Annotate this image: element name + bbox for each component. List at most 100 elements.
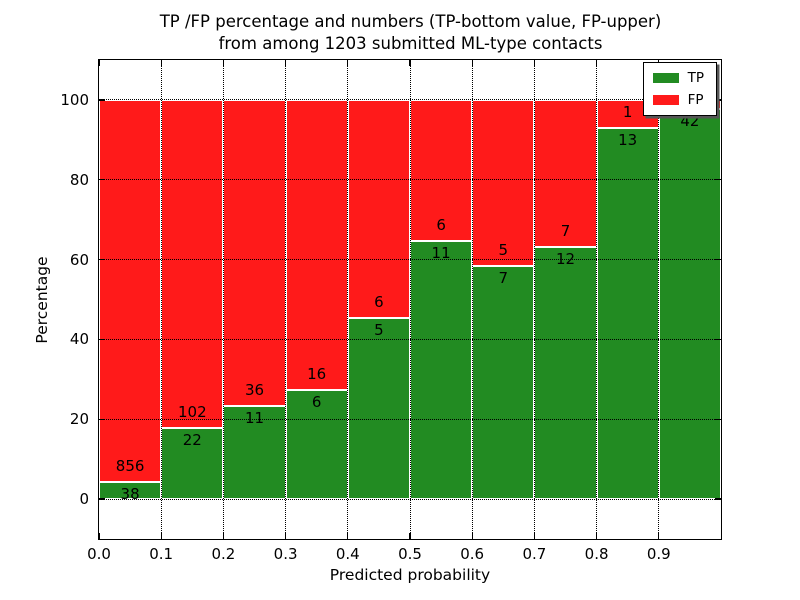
y-tick-mark — [99, 99, 105, 101]
y-tick-label: 100 — [60, 90, 89, 109]
x-tick-label: 0.1 — [149, 545, 174, 563]
y-tick-mark-right — [715, 179, 721, 181]
vertical-gridline — [533, 60, 535, 539]
chart-title-line1: TP /FP percentage and numbers (TP-bottom… — [159, 12, 662, 31]
bar-fp-segment — [534, 99, 597, 247]
tp-count-label: 13 — [618, 131, 638, 150]
y-tick-label: 0 — [79, 490, 89, 509]
x-tick-mark — [409, 533, 411, 539]
tp-count-label: 7 — [498, 269, 509, 288]
bar-fp-segment — [285, 99, 348, 391]
x-tick-mark — [347, 533, 349, 539]
x-tick-label: 0.0 — [87, 545, 111, 563]
x-tick-mark-top — [98, 60, 100, 66]
x-tick-mark-top — [471, 60, 473, 66]
bar-tp-segment — [658, 109, 721, 500]
fp-count-label: 5 — [498, 241, 509, 260]
bar-fp-segment — [223, 99, 286, 406]
x-tick-mark-top — [347, 60, 349, 66]
bar-tp-segment — [99, 482, 162, 500]
x-tick-mark-top — [160, 60, 162, 66]
x-tick-mark — [595, 533, 598, 539]
y-tick-mark — [99, 179, 105, 181]
fp-count-label: 6 — [436, 215, 446, 234]
fp-swatch-icon — [652, 95, 679, 105]
x-tick-mark — [471, 533, 473, 539]
x-tick-mark-top — [222, 60, 225, 66]
y-tick-mark-right — [715, 258, 721, 261]
bar-tp-segment — [596, 128, 659, 500]
y-tick-mark — [99, 338, 105, 341]
vertical-gridline — [409, 60, 411, 539]
fp-count-label: 36 — [244, 380, 265, 399]
vertical-gridline — [658, 60, 660, 539]
x-tick-label: 0.8 — [584, 545, 609, 563]
tp-count-label: 11 — [244, 408, 265, 427]
y-tick-mark-right — [715, 99, 721, 101]
x-tick-label: 0.9 — [646, 545, 671, 563]
tp-count-label: 6 — [311, 393, 322, 412]
x-tick-mark — [658, 533, 660, 539]
tp-count-label: 11 — [431, 243, 451, 262]
x-tick-mark — [98, 533, 100, 539]
y-tick-mark-right — [715, 338, 721, 341]
chart-title-line2: from among 1203 submitted ML-type contac… — [218, 33, 603, 53]
fp-count-label: 1 — [622, 103, 633, 122]
bar-tp-segment — [223, 405, 286, 500]
bar-tp-segment — [472, 266, 535, 500]
legend-label-tp: TP — [687, 70, 704, 86]
x-tick-mark-top — [409, 60, 411, 66]
y-tick-label: 80 — [69, 170, 89, 189]
x-tick-label: 0.4 — [335, 545, 360, 563]
y-tick-label: 20 — [69, 410, 89, 429]
y-tick-mark — [99, 498, 105, 500]
bar-tp-segment — [534, 246, 597, 500]
legend-entry-tp: TP — [652, 70, 704, 86]
vertical-gridline — [596, 60, 598, 539]
tp-count-label: 38 — [120, 485, 140, 504]
fp-count-label: 856 — [115, 457, 145, 476]
x-tick-label: 0.6 — [460, 545, 485, 563]
x-tick-label: 0.3 — [273, 545, 298, 563]
y-tick-mark — [99, 258, 105, 261]
tp-count-label: 12 — [555, 249, 576, 268]
x-tick-mark — [533, 533, 536, 539]
fp-count-label: 102 — [177, 403, 207, 422]
legend: TP FP — [642, 62, 717, 116]
plot-area: 0.0 0.1 0.2 0.3 0.4 0.5 0.6 0.7 0.8 0.9 0 20 40 60 80 1… — [33, 59, 722, 584]
chart-title: TP /FP percentage and numbers (TP-bottom… — [98, 11, 723, 54]
x-tick-label: 0.2 — [211, 545, 236, 563]
y-tick-mark-right — [715, 418, 721, 420]
fp-count-label: 6 — [374, 292, 384, 311]
y-tick-label: 40 — [69, 330, 89, 349]
bar-fp-segment — [161, 99, 224, 429]
bar-fp-segment — [410, 99, 473, 241]
vertical-gridline — [222, 60, 224, 539]
tp-count-label: 42 — [680, 112, 700, 131]
x-tick-mark-top — [595, 60, 598, 66]
x-tick-label: 0.5 — [398, 545, 422, 563]
bar-fp-segment — [347, 99, 410, 318]
y-tick-mark-right — [715, 498, 721, 500]
y-tick-mark — [99, 418, 105, 420]
fp-count-label: 7 — [560, 221, 571, 240]
bar-fp-segment — [472, 99, 535, 267]
x-tick-mark-top — [533, 60, 536, 66]
x-tick-label: 0.7 — [522, 545, 547, 563]
tp-count-label: 5 — [374, 320, 384, 339]
bar-fp-segment — [99, 99, 162, 483]
bar-tp-segment — [161, 428, 224, 500]
x-tick-mark — [160, 533, 162, 539]
y-tick-label: 60 — [69, 250, 89, 269]
legend-label-fp: FP — [687, 92, 704, 108]
fp-count-label: 16 — [307, 365, 327, 384]
bar-tp-segment — [347, 317, 410, 500]
x-tick-mark — [222, 533, 225, 539]
x-tick-mark-top — [284, 60, 287, 66]
bar-tp-segment — [285, 390, 348, 500]
tp-count-label: 22 — [182, 431, 202, 450]
legend-entry-fp: FP — [652, 92, 704, 108]
x-tick-mark — [284, 533, 287, 539]
tp-swatch-icon — [652, 73, 679, 83]
